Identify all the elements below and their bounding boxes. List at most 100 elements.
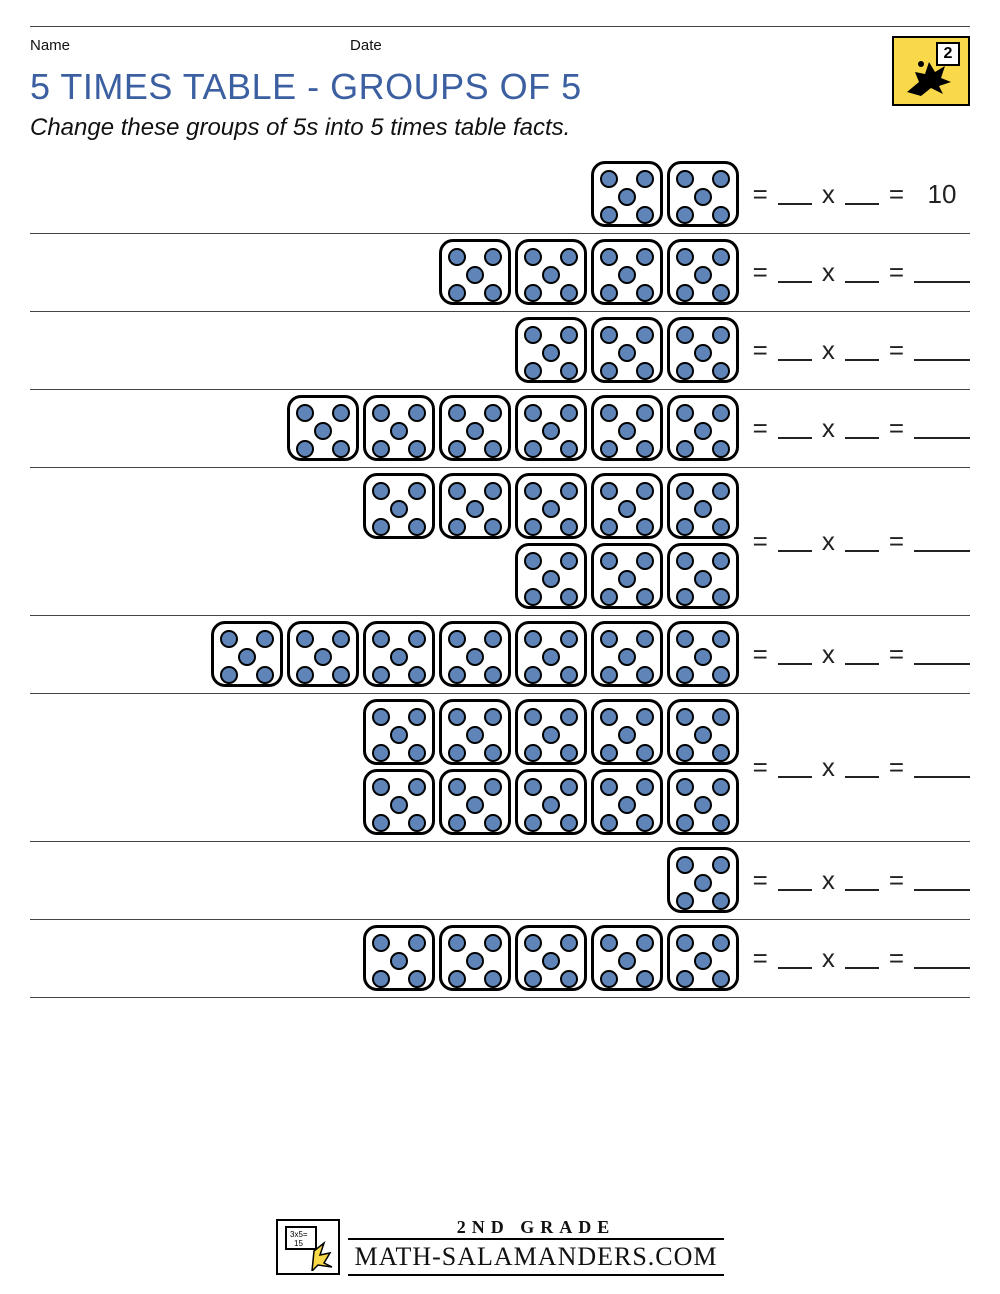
question-row: =x=: [30, 312, 970, 390]
factor-blank[interactable]: [845, 643, 879, 665]
five-die: [287, 395, 359, 461]
worksheet-rows: =x=10 =x= =x= =x= =x= =x= =x= =x= =x=: [30, 156, 970, 998]
five-die: [439, 621, 511, 687]
factor-blank[interactable]: [845, 869, 879, 891]
five-die: [439, 239, 511, 305]
footer-logo-icon: 3x5= 15: [276, 1219, 340, 1275]
page-footer: 3x5= 15 2ND GRADE MATH-SALAMANDERS.COM: [0, 1217, 1000, 1276]
factor-blank[interactable]: [778, 530, 812, 552]
five-die: [667, 925, 739, 991]
svg-text:15: 15: [294, 1239, 303, 1248]
answer-value: 10: [914, 179, 970, 210]
factor-blank[interactable]: [845, 530, 879, 552]
dice-group: [329, 473, 739, 609]
five-die: [439, 395, 511, 461]
factor-blank[interactable]: [778, 183, 812, 205]
question-row: =x=: [30, 920, 970, 998]
five-die: [439, 699, 511, 765]
factor-blank[interactable]: [778, 947, 812, 969]
five-die: [439, 925, 511, 991]
answer-blank[interactable]: [914, 261, 970, 283]
five-die: [667, 543, 739, 609]
factor-blank[interactable]: [845, 183, 879, 205]
five-die: [667, 317, 739, 383]
answer-blank[interactable]: [914, 339, 970, 361]
five-die: [591, 473, 663, 539]
five-die: [591, 239, 663, 305]
question-row: =x=: [30, 234, 970, 312]
dice-group: [439, 239, 739, 305]
five-die: [515, 699, 587, 765]
svg-text:3x5=: 3x5=: [290, 1230, 308, 1239]
answer-blank[interactable]: [914, 756, 970, 778]
five-die: [591, 543, 663, 609]
five-die: [667, 769, 739, 835]
footer-site: MATH-SALAMANDERS.COM: [348, 1238, 723, 1276]
factor-blank[interactable]: [778, 643, 812, 665]
five-die: [591, 395, 663, 461]
grade-badge: 2: [892, 36, 970, 106]
dice-group: [363, 925, 739, 991]
question-row: =x=: [30, 390, 970, 468]
factor-blank[interactable]: [778, 261, 812, 283]
factor-blank[interactable]: [778, 417, 812, 439]
badge-number: 2: [936, 42, 960, 66]
equation: =x=: [753, 413, 970, 444]
equation: =x=: [753, 335, 970, 366]
question-row: =x=: [30, 842, 970, 920]
factor-blank[interactable]: [778, 756, 812, 778]
dice-group: [591, 161, 739, 227]
five-die: [591, 925, 663, 991]
equation: =x=: [753, 257, 970, 288]
factor-blank[interactable]: [845, 756, 879, 778]
five-die: [515, 395, 587, 461]
answer-blank[interactable]: [914, 947, 970, 969]
answer-blank[interactable]: [914, 869, 970, 891]
five-die: [515, 925, 587, 991]
equation: =x=: [753, 943, 970, 974]
five-die: [591, 621, 663, 687]
answer-blank[interactable]: [914, 530, 970, 552]
dice-group: [515, 317, 739, 383]
five-die: [591, 699, 663, 765]
factor-blank[interactable]: [845, 417, 879, 439]
five-die: [363, 699, 435, 765]
five-die: [667, 699, 739, 765]
five-die: [363, 621, 435, 687]
five-die: [363, 769, 435, 835]
five-die: [515, 473, 587, 539]
five-die: [591, 161, 663, 227]
factor-blank[interactable]: [845, 339, 879, 361]
five-die: [667, 395, 739, 461]
answer-blank[interactable]: [914, 643, 970, 665]
date-label: Date: [350, 37, 382, 54]
question-row: =x=10: [30, 156, 970, 234]
five-die: [515, 769, 587, 835]
equation: =x=: [753, 526, 970, 557]
five-die: [211, 621, 283, 687]
five-die: [287, 621, 359, 687]
five-die: [439, 473, 511, 539]
factor-blank[interactable]: [778, 869, 812, 891]
five-die: [515, 317, 587, 383]
five-die: [667, 473, 739, 539]
page-title: 5 TIMES TABLE - GROUPS OF 5: [30, 66, 582, 108]
answer-blank[interactable]: [914, 417, 970, 439]
five-die: [667, 621, 739, 687]
five-die: [591, 317, 663, 383]
dice-group: [287, 395, 739, 461]
question-row: =x=: [30, 694, 970, 842]
five-die: [515, 621, 587, 687]
factor-blank[interactable]: [778, 339, 812, 361]
five-die: [363, 473, 435, 539]
question-row: =x=: [30, 616, 970, 694]
factor-blank[interactable]: [845, 261, 879, 283]
five-die: [439, 769, 511, 835]
equation: =x=: [753, 752, 970, 783]
five-die: [515, 543, 587, 609]
factor-blank[interactable]: [845, 947, 879, 969]
dice-group: [329, 699, 739, 835]
five-die: [515, 239, 587, 305]
five-die: [363, 925, 435, 991]
five-die: [667, 161, 739, 227]
